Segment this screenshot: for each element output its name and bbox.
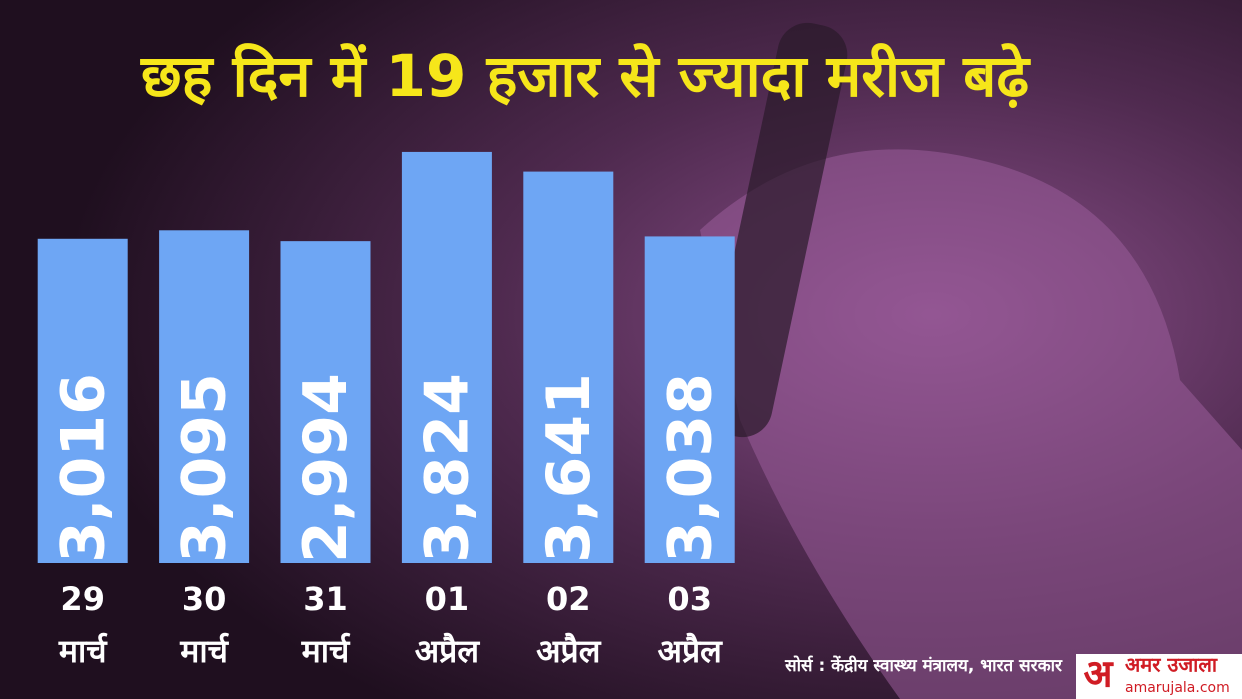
bar [523, 171, 614, 563]
chart-title: छह दिन में 19 हजार से ज्यादा मरीज बढ़े [140, 42, 1031, 110]
x-tick-label: 03 [667, 580, 712, 618]
x-tick-label: मार्च [301, 632, 351, 670]
logo-site: amarujala.com [1125, 680, 1230, 696]
source-note: सोर्स : केंद्रीय स्वास्थ्य मंत्रालय, भार… [784, 655, 1063, 676]
x-tick-label: मार्च [179, 632, 229, 670]
x-tick-label: अप्रैल [536, 632, 602, 670]
x-tick-label: 02 [546, 580, 591, 618]
value-label: 2,994 [291, 373, 361, 563]
value-label: 3,016 [48, 373, 118, 563]
logo-name: अमर उजाला [1125, 653, 1218, 677]
value-label: 3,038 [655, 373, 725, 563]
x-tick-label: 01 [425, 580, 470, 618]
x-tick-label: 30 [182, 580, 227, 618]
bar [401, 151, 492, 564]
x-tick-label: मार्च [58, 632, 108, 670]
glove-shape [700, 149, 1242, 699]
bar [644, 236, 735, 564]
x-tick-label: 29 [60, 580, 105, 618]
logo-mark: अ [1083, 652, 1114, 696]
x-tick-label: अप्रैल [658, 632, 724, 670]
bar [159, 230, 250, 563]
value-label: 3,095 [170, 373, 240, 563]
logo-box [1076, 654, 1242, 699]
x-tick-label: 31 [303, 580, 348, 618]
test-tube [702, 22, 848, 438]
x-tick-label: अप्रैल [415, 632, 481, 670]
value-label: 3,824 [412, 373, 482, 563]
bar [37, 238, 128, 563]
bar [280, 241, 371, 563]
value-label: 3,641 [534, 373, 604, 563]
